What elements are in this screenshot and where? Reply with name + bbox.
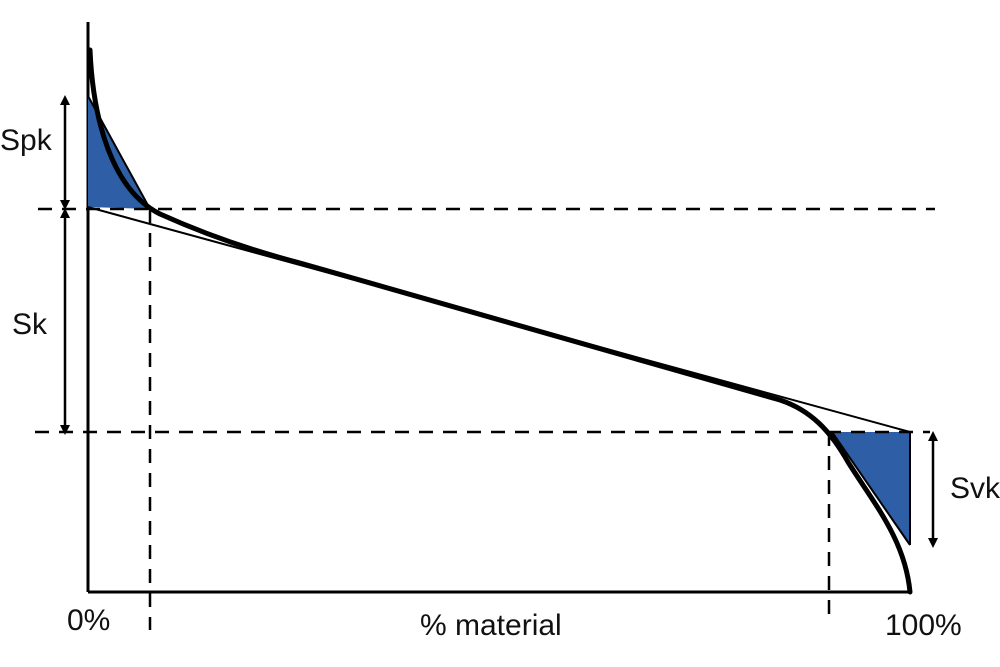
- x-end-label: 100%: [885, 609, 962, 642]
- x-start-label: 0%: [67, 604, 110, 637]
- x-axis-title: % material: [420, 609, 562, 642]
- spk-label: Spk: [0, 124, 53, 157]
- svk-label: Svk: [950, 472, 1000, 505]
- abbott-firestone-curve: [87, 47, 913, 595]
- valley-triangle-edge: [831, 431, 911, 546]
- sk-label: Sk: [12, 308, 48, 341]
